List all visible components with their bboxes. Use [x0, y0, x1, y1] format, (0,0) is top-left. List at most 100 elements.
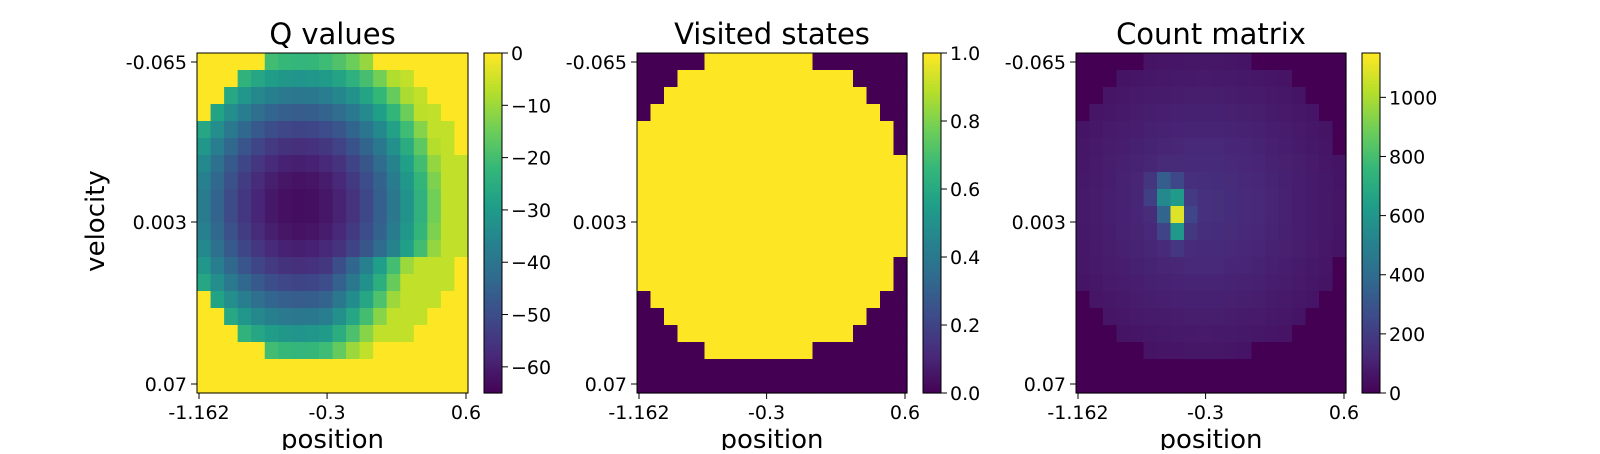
- heatmap-cell: [197, 291, 212, 309]
- heatmap-cell: [1278, 359, 1293, 377]
- heatmap-cell: [731, 274, 746, 292]
- heatmap-cell: [1143, 257, 1158, 275]
- heatmap-cell: [1292, 308, 1307, 326]
- heatmap-cell: [1130, 155, 1145, 173]
- heatmap-cell: [1130, 291, 1145, 309]
- heatmap-cell: [1143, 376, 1158, 394]
- heatmap-cell: [346, 87, 361, 105]
- colorbar-step: [484, 55, 502, 60]
- y-tick-label: -0.065: [1005, 52, 1066, 74]
- heatmap-cell: [1211, 342, 1226, 360]
- heatmap-cell: [880, 274, 895, 292]
- heatmap-cell: [704, 172, 719, 190]
- heatmap-cell: [1319, 342, 1334, 360]
- heatmap-cell: [359, 240, 374, 258]
- heatmap-cell: [1103, 189, 1118, 207]
- heatmap-cell: [691, 342, 706, 360]
- heatmap-cell: [332, 155, 347, 173]
- heatmap-cell: [1319, 172, 1334, 190]
- heatmap-cell: [799, 325, 814, 343]
- colorbar-step: [1362, 274, 1380, 278]
- colorbar-step: [1362, 183, 1380, 187]
- colorbar-step: [923, 174, 941, 179]
- heatmap-cell: [772, 376, 787, 394]
- heatmap-cell: [745, 206, 760, 224]
- colorbar-tick-label: 0: [511, 43, 523, 65]
- heatmap-cell: [1170, 325, 1185, 343]
- heatmap-cell: [1184, 206, 1199, 224]
- heatmap-cell: [893, 257, 908, 275]
- colorbar-step: [484, 214, 502, 218]
- colorbar-step: [484, 146, 502, 150]
- heatmap-cell: [197, 206, 212, 224]
- heatmap-cell: [1278, 155, 1293, 173]
- y-tick-label: 0.003: [1012, 212, 1066, 234]
- colorbar-step: [484, 336, 502, 340]
- heatmap-cell: [731, 240, 746, 258]
- heatmap-cell: [1251, 138, 1266, 156]
- heatmap-cell: [332, 87, 347, 105]
- heatmap-cell: [427, 104, 442, 122]
- heatmap-cell: [880, 376, 895, 394]
- x-tick-label: -0.3: [748, 402, 785, 424]
- heatmap-cell: [1251, 376, 1266, 394]
- heatmap-cell: [1319, 325, 1334, 343]
- heatmap-cell: [677, 121, 692, 139]
- heatmap-cell: [400, 138, 415, 156]
- y-tick-label: -0.065: [566, 52, 627, 74]
- heatmap-cell: [1211, 325, 1226, 343]
- heatmap-cell: [440, 325, 456, 343]
- heatmap-cell: [772, 342, 787, 360]
- heatmap-cell: [745, 223, 760, 241]
- heatmap-cell: [1238, 342, 1253, 360]
- heatmap-cell: [704, 155, 719, 173]
- colorbar-step: [1362, 121, 1380, 125]
- heatmap-cell: [1076, 53, 1091, 71]
- heatmap-cell: [373, 359, 388, 377]
- heatmap-cell: [650, 70, 665, 88]
- heatmap-cell: [691, 223, 706, 241]
- heatmap-cell: [197, 223, 212, 241]
- heatmap-cell: [224, 138, 239, 156]
- heatmap-cell: [745, 155, 760, 173]
- heatmap-cell: [1251, 291, 1266, 309]
- heatmap-cell: [637, 172, 652, 190]
- heatmap-cell: [251, 155, 266, 173]
- heatmap-cell: [332, 240, 347, 258]
- heatmap-cell: [1265, 70, 1280, 88]
- heatmap-cell: [704, 206, 719, 224]
- heatmap-cell: [1076, 325, 1091, 343]
- heatmap-cell: [1265, 121, 1280, 139]
- heatmap-cell: [799, 155, 814, 173]
- heatmap-cell: [400, 53, 415, 71]
- heatmap-cell: [346, 359, 361, 377]
- heatmap-cell: [1130, 325, 1145, 343]
- colorbar-step: [484, 200, 502, 204]
- heatmap-cell: [251, 206, 266, 224]
- heatmap-cell: [427, 172, 442, 190]
- heatmap-cell: [454, 104, 469, 122]
- heatmap-cell: [318, 359, 334, 377]
- heatmap-cell: [826, 155, 841, 173]
- heatmap-cell: [1265, 342, 1280, 360]
- heatmap-cell: [1278, 104, 1293, 122]
- colorbar-step: [1362, 268, 1380, 272]
- heatmap-cell: [1238, 359, 1253, 377]
- heatmap-cell: [1116, 87, 1131, 105]
- colorbar-step: [923, 237, 941, 241]
- colorbar-step: [1362, 87, 1380, 91]
- colorbar-step: [484, 257, 502, 261]
- heatmap-cell: [400, 291, 415, 309]
- heatmap-cell: [346, 155, 361, 173]
- heatmap-cell: [1238, 70, 1253, 88]
- heatmap-cell: [346, 240, 361, 258]
- heatmap-cell: [1265, 376, 1280, 394]
- heatmap-cell: [1130, 206, 1145, 224]
- heatmap-cell: [373, 121, 388, 139]
- colorbar-step: [923, 327, 941, 332]
- colorbar-step: [1362, 364, 1380, 369]
- colorbar-step: [484, 237, 502, 241]
- heatmap-cell: [1251, 70, 1266, 88]
- heatmap-cell: [677, 189, 692, 207]
- heatmap-cell: [1251, 155, 1266, 173]
